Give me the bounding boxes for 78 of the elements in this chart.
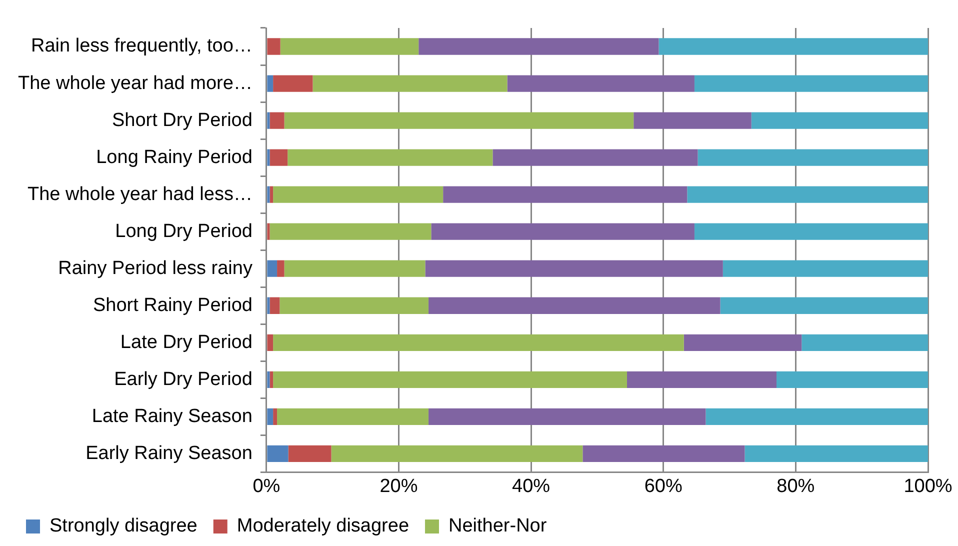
bar	[277, 260, 284, 277]
bar	[277, 408, 429, 426]
legend-label: Neither-Nor	[448, 516, 548, 537]
x-tick-label: 60%	[644, 476, 682, 497]
y-tick-label: Early Rainy Season	[86, 442, 252, 464]
bar	[267, 149, 270, 166]
bar	[720, 297, 928, 314]
bar	[722, 260, 928, 277]
y-tick-label: Late Dry Period	[120, 332, 252, 353]
bar	[706, 408, 928, 426]
bar	[428, 408, 706, 426]
bar	[694, 223, 928, 240]
y-tick-label: Short Dry Period	[112, 110, 252, 131]
bar	[267, 38, 280, 55]
bar	[270, 186, 274, 203]
bar	[312, 75, 508, 92]
bar	[267, 75, 274, 92]
legend-label: Strongly disagree	[50, 516, 198, 537]
bar	[273, 334, 684, 351]
bar	[267, 408, 274, 426]
bar	[776, 371, 928, 388]
y-tick-label: Rainy Period less rainy	[58, 258, 253, 279]
y-tick-label: The whole year had less…	[27, 184, 252, 205]
bar	[273, 408, 278, 426]
bar	[744, 445, 928, 462]
bar	[288, 445, 332, 462]
bar	[284, 260, 426, 277]
bar	[270, 149, 288, 166]
bar	[270, 371, 274, 388]
bar	[425, 260, 723, 277]
y-tick-label: Long Dry Period	[115, 220, 252, 242]
y-tick-label: The whole year had more…	[18, 72, 252, 94]
bar	[280, 297, 429, 314]
bar	[492, 149, 698, 166]
bar	[684, 334, 802, 351]
y-tick-label: Long Rainy Period	[96, 146, 252, 168]
x-tick-label: 100%	[904, 476, 952, 497]
bar	[687, 186, 928, 203]
bar	[273, 186, 444, 203]
bar	[698, 149, 928, 166]
bar	[270, 112, 284, 129]
bar	[280, 38, 419, 55]
bar	[507, 75, 694, 92]
bar	[443, 186, 688, 203]
bar	[428, 297, 720, 314]
y-tick-label: Short Rainy Period	[92, 294, 252, 316]
bar	[634, 112, 752, 129]
bar	[431, 223, 694, 240]
bar	[267, 371, 270, 388]
bar	[267, 260, 278, 277]
bar	[694, 75, 928, 92]
bar	[270, 223, 432, 240]
bar	[273, 75, 313, 92]
bar	[751, 112, 928, 129]
bar	[270, 297, 280, 314]
bar	[267, 186, 270, 203]
bar	[802, 334, 928, 351]
bar	[418, 38, 659, 55]
bar	[273, 371, 627, 388]
bar	[267, 445, 288, 462]
y-tick-label: Early Dry Period	[114, 368, 252, 390]
bar	[267, 297, 270, 314]
legend-label: Moderately disagree	[236, 516, 410, 537]
bar	[626, 371, 777, 388]
x-tick-label: 40%	[512, 476, 550, 497]
bar	[284, 112, 634, 129]
y-tick-label: Rain less frequently, too…	[31, 36, 252, 57]
y-tick-label: Late Rainy Season	[92, 406, 252, 427]
bar	[267, 112, 270, 129]
bar	[288, 149, 493, 166]
bar	[658, 38, 928, 55]
bar	[267, 223, 270, 240]
bar	[267, 334, 274, 351]
x-tick-label: 80%	[776, 476, 815, 497]
x-tick-label: 20%	[380, 476, 418, 497]
x-tick-label: 0%	[252, 476, 280, 497]
bar	[582, 445, 745, 462]
bar	[331, 445, 583, 462]
